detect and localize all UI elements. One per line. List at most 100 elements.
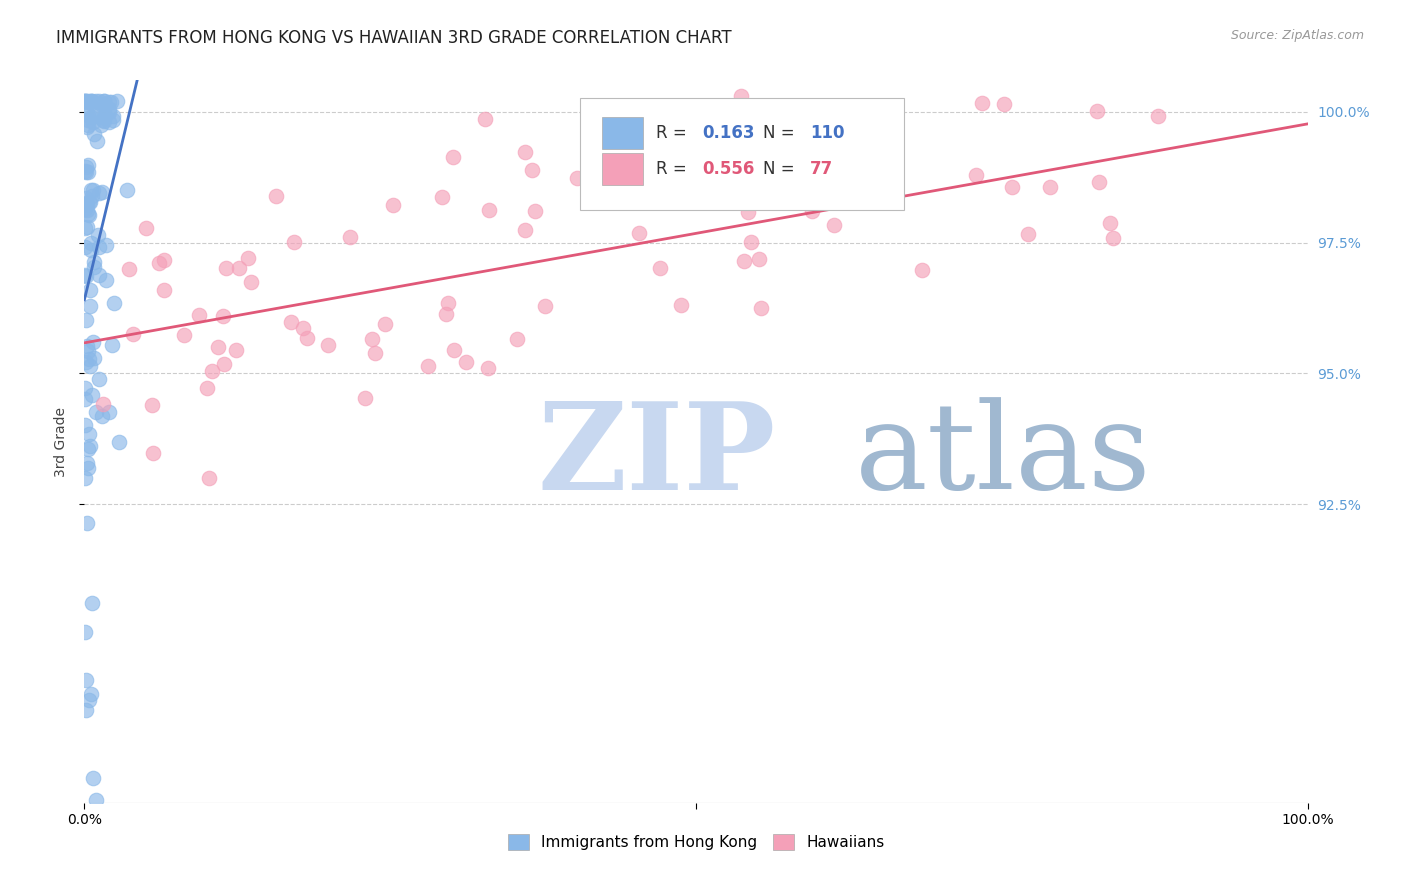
Point [737, 205, 759, 219]
Point [374, 318, 396, 332]
Point [748, 252, 770, 267]
Point [84, 94, 107, 108]
Point [1085, 104, 1108, 119]
Point [198, 471, 221, 485]
Point [1146, 109, 1168, 123]
Point [77, 108, 100, 122]
Point [73, 221, 96, 235]
Text: IMMIGRANTS FROM HONG KONG VS HAWAIIAN 3RD GRADE CORRELATION CHART: IMMIGRANTS FROM HONG KONG VS HAWAIIAN 3R… [56, 29, 733, 46]
Point [643, 125, 665, 139]
Point [94, 99, 117, 113]
Point [188, 308, 211, 322]
Point [83, 255, 105, 269]
Point [434, 307, 457, 321]
Point [73, 392, 96, 407]
Point [93, 94, 115, 108]
Point [339, 230, 361, 244]
Point [153, 283, 176, 297]
Point [76, 158, 98, 172]
Point [73, 94, 96, 108]
Point [201, 364, 224, 378]
Point [97, 115, 120, 129]
Point [75, 312, 97, 326]
Point [87, 372, 110, 386]
Point [77, 442, 100, 456]
Point [103, 109, 125, 123]
Point [86, 109, 108, 123]
Point [565, 171, 588, 186]
Point [93, 96, 115, 111]
Point [79, 195, 101, 210]
Point [77, 207, 100, 221]
Point [195, 381, 218, 395]
Text: R =: R = [655, 124, 692, 142]
Point [105, 94, 128, 108]
Point [73, 268, 96, 283]
Point [77, 195, 100, 210]
Point [291, 321, 314, 335]
Point [75, 417, 97, 432]
Point [80, 94, 103, 108]
Point [76, 339, 98, 353]
Point [524, 203, 547, 218]
Point [211, 309, 233, 323]
Point [283, 235, 305, 250]
Text: atlas: atlas [855, 398, 1152, 515]
Point [75, 165, 97, 179]
Point [436, 296, 458, 310]
Point [430, 190, 453, 204]
Point [1001, 179, 1024, 194]
Text: ZIP: ZIP [537, 397, 775, 515]
Point [316, 338, 339, 352]
Point [478, 202, 501, 217]
Point [970, 96, 993, 111]
Point [103, 296, 125, 310]
Point [89, 240, 111, 254]
Point [79, 183, 101, 197]
Point [79, 359, 101, 373]
Point [75, 191, 97, 205]
Point [477, 361, 499, 376]
Point [83, 127, 105, 141]
Point [533, 299, 555, 313]
Point [153, 252, 176, 267]
Point [76, 94, 98, 108]
Point [75, 164, 97, 178]
Point [142, 446, 165, 460]
Point [103, 113, 125, 128]
Point [280, 315, 302, 329]
Point [80, 94, 103, 108]
Point [965, 168, 987, 182]
Point [91, 397, 114, 411]
Point [1088, 175, 1111, 189]
Point [141, 398, 163, 412]
Point [82, 334, 104, 349]
Point [75, 702, 97, 716]
Point [86, 405, 108, 419]
Point [76, 516, 98, 530]
Point [73, 381, 96, 395]
Point [911, 262, 934, 277]
Point [228, 261, 250, 276]
Point [749, 301, 772, 315]
Point [522, 162, 544, 177]
Point [76, 203, 98, 218]
Point [77, 352, 100, 367]
Text: 110: 110 [810, 124, 844, 142]
Point [80, 188, 103, 202]
Point [73, 240, 96, 254]
Point [1017, 227, 1039, 242]
Point [83, 351, 105, 365]
Point [225, 343, 247, 358]
Text: N =: N = [763, 161, 800, 178]
Point [76, 120, 98, 134]
Point [73, 94, 96, 108]
FancyBboxPatch shape [579, 98, 904, 211]
Point [207, 339, 229, 353]
Point [77, 461, 100, 475]
Point [73, 471, 96, 485]
Text: 0.556: 0.556 [702, 161, 755, 178]
Point [73, 94, 96, 108]
Point [1102, 230, 1125, 244]
Point [75, 355, 97, 369]
